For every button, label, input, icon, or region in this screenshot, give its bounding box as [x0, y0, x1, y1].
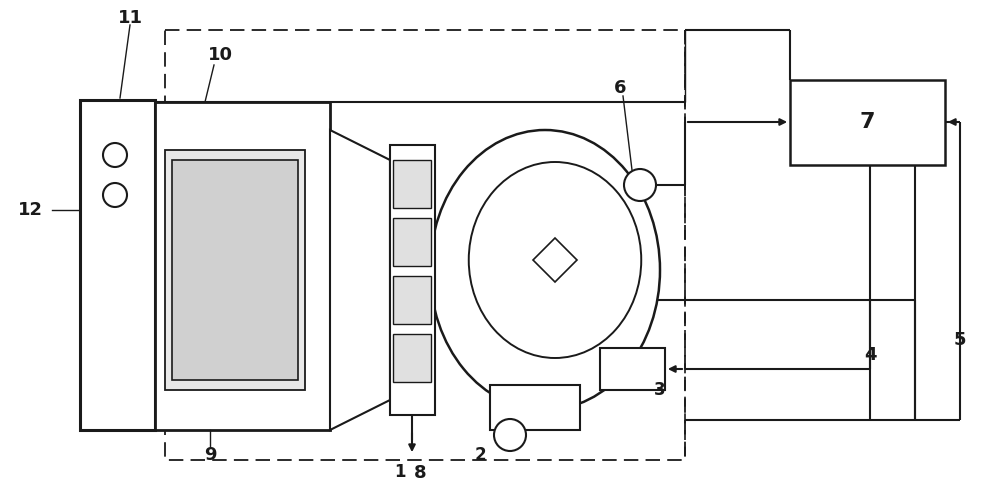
- Text: 11: 11: [118, 9, 143, 27]
- Text: 4: 4: [864, 346, 876, 364]
- Text: 10: 10: [208, 46, 232, 64]
- Ellipse shape: [430, 130, 660, 410]
- Bar: [600, 348, 665, 390]
- Bar: [155, 102, 330, 430]
- Circle shape: [103, 143, 127, 167]
- Ellipse shape: [469, 162, 641, 358]
- Bar: [80, 100, 155, 430]
- Text: 6: 6: [614, 79, 626, 97]
- Bar: [393, 218, 431, 266]
- Text: 2: 2: [474, 446, 486, 464]
- Text: 5: 5: [954, 331, 966, 349]
- Circle shape: [494, 419, 526, 451]
- Bar: [172, 160, 298, 380]
- Polygon shape: [330, 130, 390, 430]
- Text: 1: 1: [394, 463, 406, 481]
- Bar: [393, 160, 431, 208]
- Circle shape: [103, 183, 127, 207]
- Polygon shape: [533, 238, 577, 282]
- Bar: [393, 276, 431, 324]
- Text: 7: 7: [859, 112, 875, 132]
- Bar: [393, 334, 431, 382]
- Bar: [390, 145, 435, 415]
- Circle shape: [624, 169, 656, 201]
- Text: 12: 12: [18, 201, 42, 219]
- Bar: [165, 30, 685, 460]
- Bar: [790, 80, 945, 165]
- Text: 9: 9: [204, 446, 216, 464]
- Text: 8: 8: [414, 464, 426, 482]
- Text: 3: 3: [654, 381, 666, 399]
- Bar: [165, 150, 305, 390]
- Bar: [490, 385, 580, 430]
